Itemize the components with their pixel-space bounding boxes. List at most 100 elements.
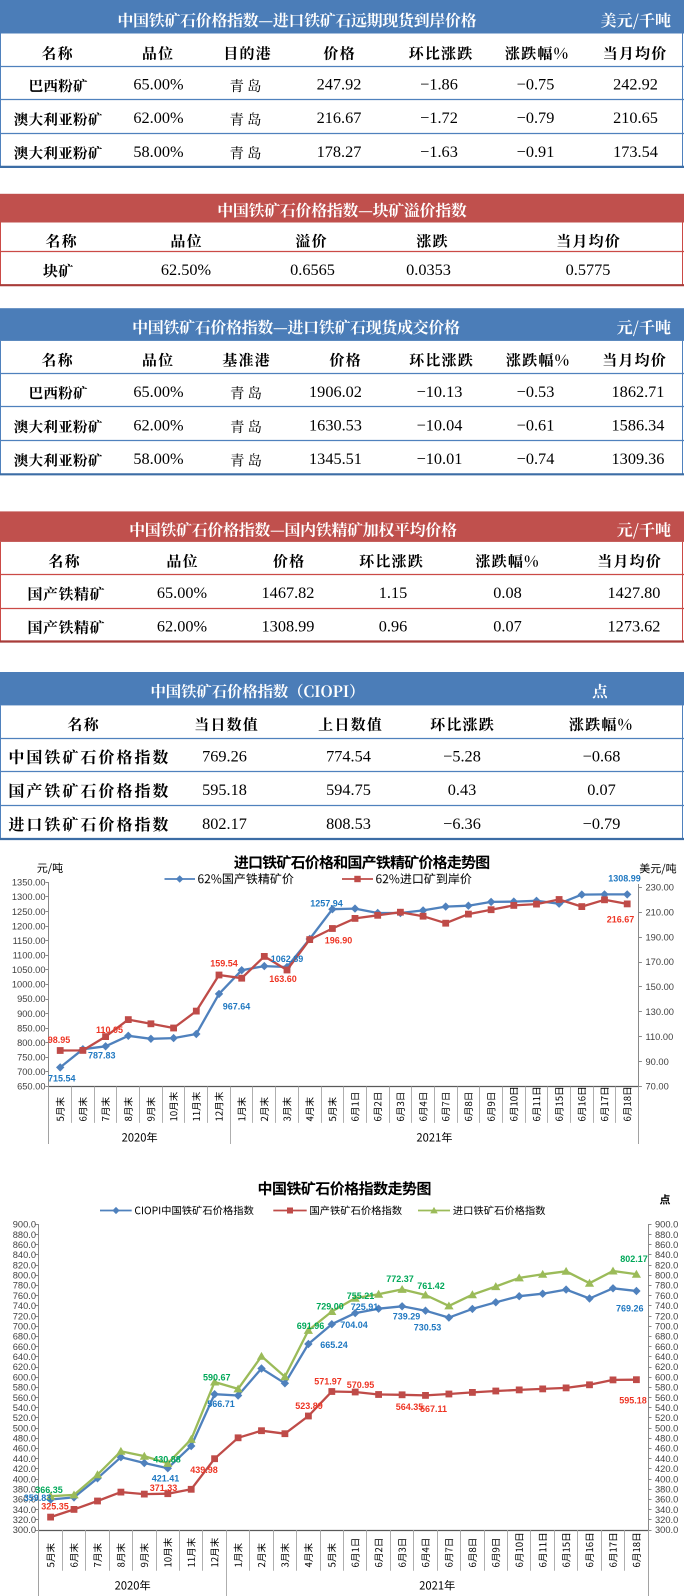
svg-text:1906.02: 1906.02 <box>309 382 362 401</box>
svg-text:840.0: 840.0 <box>655 1250 678 1260</box>
svg-text:802.17: 802.17 <box>620 1254 648 1264</box>
svg-text:680.0: 680.0 <box>13 1332 36 1342</box>
svg-text:564.35: 564.35 <box>396 1402 424 1412</box>
svg-text:163.60: 163.60 <box>269 974 297 984</box>
svg-text:340.0: 340.0 <box>13 1505 36 1515</box>
svg-text:850.00: 850.00 <box>17 1023 45 1033</box>
svg-text:720.0: 720.0 <box>655 1311 678 1321</box>
svg-text:−1.72: −1.72 <box>420 108 458 127</box>
svg-text:540.0: 540.0 <box>13 1403 36 1413</box>
svg-text:594.75: 594.75 <box>326 780 371 799</box>
svg-text:570.95: 570.95 <box>347 1380 375 1390</box>
svg-text:1300.00: 1300.00 <box>12 892 46 902</box>
svg-text:65.00%: 65.00% <box>133 75 183 94</box>
svg-text:−10.01: −10.01 <box>417 449 463 468</box>
svg-text:360.0: 360.0 <box>13 1495 36 1505</box>
svg-text:1309.36: 1309.36 <box>612 449 665 468</box>
svg-text:0.96: 0.96 <box>379 616 408 635</box>
svg-text:808.53: 808.53 <box>326 814 371 833</box>
svg-text:700.0: 700.0 <box>655 1322 678 1332</box>
svg-text:620.0: 620.0 <box>655 1362 678 1372</box>
svg-text:740.0: 740.0 <box>655 1301 678 1311</box>
svg-text:787.83: 787.83 <box>88 1051 116 1061</box>
svg-text:1467.82: 1467.82 <box>262 583 315 602</box>
svg-text:480.0: 480.0 <box>655 1434 678 1444</box>
svg-text:−5.28: −5.28 <box>443 747 481 766</box>
svg-text:480.0: 480.0 <box>13 1434 36 1444</box>
svg-text:1257.94: 1257.94 <box>310 899 343 909</box>
svg-text:0.5775: 0.5775 <box>566 260 611 279</box>
svg-text:660.0: 660.0 <box>655 1342 678 1352</box>
svg-text:820.0: 820.0 <box>13 1260 36 1270</box>
svg-text:620.0: 620.0 <box>13 1362 36 1372</box>
svg-text:196.90: 196.90 <box>325 936 353 946</box>
svg-text:1862.71: 1862.71 <box>612 382 665 401</box>
svg-text:58.00%: 58.00% <box>133 142 183 161</box>
svg-text:430.88: 430.88 <box>153 1455 181 1465</box>
svg-text:740.0: 740.0 <box>13 1301 36 1311</box>
svg-text:1250.00: 1250.00 <box>12 907 46 917</box>
svg-text:900.0: 900.0 <box>655 1220 678 1230</box>
svg-text:300.0: 300.0 <box>655 1525 678 1535</box>
svg-text:110.05: 110.05 <box>96 1025 123 1035</box>
svg-text:65.00%: 65.00% <box>133 382 183 401</box>
svg-text:320.0: 320.0 <box>13 1515 36 1525</box>
svg-text:780.0: 780.0 <box>13 1281 36 1291</box>
svg-text:590.67: 590.67 <box>203 1372 231 1382</box>
svg-text:691.96: 691.96 <box>297 1321 325 1331</box>
svg-text:704.04: 704.04 <box>340 1320 368 1330</box>
svg-text:−6.36: −6.36 <box>443 814 481 833</box>
svg-text:772.37: 772.37 <box>386 1274 414 1284</box>
svg-text:98.95: 98.95 <box>48 1035 71 1045</box>
svg-text:400.0: 400.0 <box>13 1474 36 1484</box>
svg-text:761.42: 761.42 <box>417 1281 445 1291</box>
svg-text:−10.13: −10.13 <box>417 382 463 401</box>
svg-text:178.27: 178.27 <box>317 142 362 161</box>
svg-text:520.0: 520.0 <box>655 1413 678 1423</box>
svg-text:380.0: 380.0 <box>655 1485 678 1495</box>
svg-text:700.0: 700.0 <box>13 1322 36 1332</box>
svg-text:800.0: 800.0 <box>13 1271 36 1281</box>
svg-text:440.0: 440.0 <box>655 1454 678 1464</box>
svg-text:−0.75: −0.75 <box>517 75 555 94</box>
svg-text:62.00%: 62.00% <box>133 108 183 127</box>
svg-text:340.0: 340.0 <box>655 1505 678 1515</box>
svg-text:650.00: 650.00 <box>17 1082 45 1092</box>
svg-text:300.0: 300.0 <box>13 1525 36 1535</box>
svg-text:769.26: 769.26 <box>202 747 247 766</box>
svg-text:560.0: 560.0 <box>655 1393 678 1403</box>
svg-text:750.00: 750.00 <box>17 1053 45 1063</box>
svg-text:216.67: 216.67 <box>317 108 362 127</box>
svg-text:0.07: 0.07 <box>587 780 616 799</box>
svg-text:359.83: 359.83 <box>24 1493 52 1503</box>
svg-text:755.21: 755.21 <box>347 1291 375 1301</box>
svg-text:190.00: 190.00 <box>646 932 674 942</box>
svg-text:840.0: 840.0 <box>13 1250 36 1260</box>
svg-text:400.0: 400.0 <box>655 1474 678 1484</box>
svg-text:360.0: 360.0 <box>655 1495 678 1505</box>
svg-text:−1.86: −1.86 <box>420 75 458 94</box>
svg-text:1308.99: 1308.99 <box>608 874 641 884</box>
svg-text:730.53: 730.53 <box>414 1323 442 1333</box>
svg-text:460.0: 460.0 <box>655 1444 678 1454</box>
svg-text:420.0: 420.0 <box>655 1464 678 1474</box>
svg-text:660.0: 660.0 <box>13 1342 36 1352</box>
svg-text:860.0: 860.0 <box>655 1240 678 1250</box>
svg-text:0.0353: 0.0353 <box>406 260 451 279</box>
svg-text:739.29: 739.29 <box>393 1312 421 1322</box>
svg-text:580.0: 580.0 <box>655 1383 678 1393</box>
svg-text:1273.62: 1273.62 <box>608 616 661 635</box>
svg-text:760.0: 760.0 <box>13 1291 36 1301</box>
svg-text:1100.00: 1100.00 <box>13 951 46 961</box>
svg-text:1345.51: 1345.51 <box>309 449 362 468</box>
svg-text:640.0: 640.0 <box>13 1352 36 1362</box>
svg-text:421.41: 421.41 <box>152 1474 180 1484</box>
svg-text:760.0: 760.0 <box>655 1291 678 1301</box>
svg-text:1586.34: 1586.34 <box>612 416 665 435</box>
svg-text:110.00: 110.00 <box>646 1032 674 1042</box>
svg-text:−0.68: −0.68 <box>583 747 621 766</box>
svg-text:173.54: 173.54 <box>613 142 658 161</box>
svg-text:1000.00: 1000.00 <box>12 980 46 990</box>
svg-text:540.0: 540.0 <box>655 1403 678 1413</box>
svg-text:571.97: 571.97 <box>314 1377 342 1387</box>
